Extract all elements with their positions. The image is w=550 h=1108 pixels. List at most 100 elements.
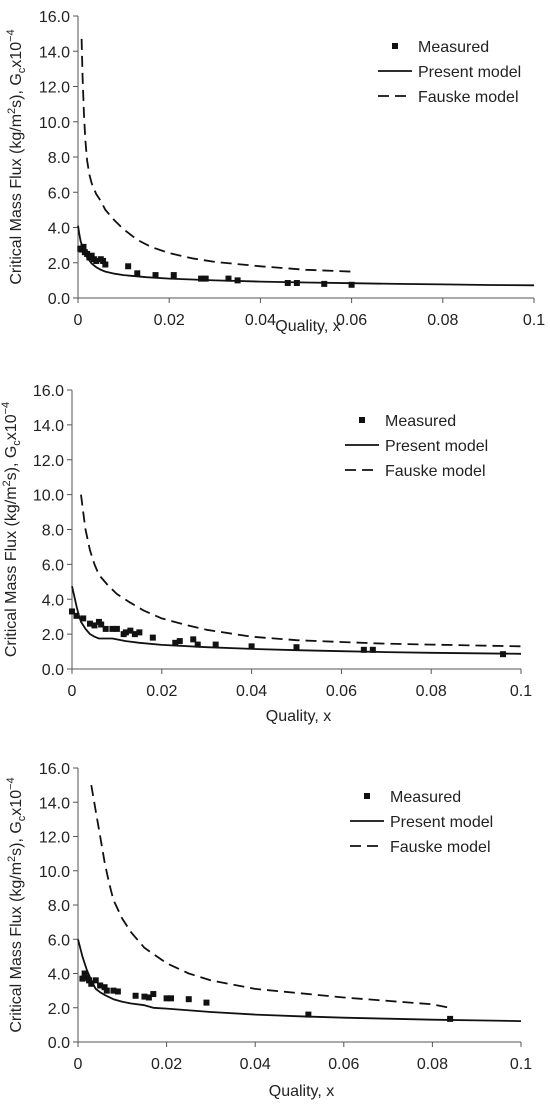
measured-point (149, 634, 156, 641)
y-tick-label: 0.0 (48, 291, 70, 308)
x-tick-label: 0.06 (326, 683, 357, 700)
measured-point (145, 994, 152, 1001)
measured-point (150, 991, 157, 998)
y-tick-label: 0.0 (48, 1035, 70, 1052)
measured-point (132, 992, 139, 999)
y-tick-label: 4.0 (48, 221, 70, 238)
legend: Measured Present model Fauske model (345, 413, 488, 480)
x-tick-label: 0.04 (236, 683, 267, 700)
measured-point (321, 280, 328, 287)
measured-point (92, 977, 99, 984)
x-tick-label: 0.1 (523, 312, 545, 329)
measured-point (91, 622, 98, 629)
measured-point (225, 275, 232, 282)
y-tick-label: 4.0 (42, 592, 64, 609)
measured-point (170, 272, 177, 279)
y-tick-label: 16.0 (33, 383, 64, 400)
fauske-model-line (80, 494, 522, 648)
measured-point (101, 984, 108, 991)
y-tick-label: 2.0 (48, 256, 70, 273)
y-tick-label: 4.0 (48, 967, 70, 984)
x-tick-label: 0.02 (151, 1056, 182, 1073)
legend-label: Fauske model (385, 463, 486, 480)
measured-point (98, 621, 105, 628)
measured-point (176, 638, 183, 645)
measured-point (88, 252, 95, 259)
legend-marker-measured (392, 43, 398, 49)
y-tick-label: 14.0 (33, 418, 64, 435)
y-axis-title: Critical Mass Flux (kg/m2s), Gcx10−4 (5, 29, 28, 284)
y-tick-label: 8.0 (48, 150, 70, 167)
x-tick-label: 0.06 (336, 312, 367, 329)
measured-point (212, 641, 219, 648)
y-tick-label: 12.0 (33, 453, 64, 470)
legend-marker-measured (359, 417, 365, 423)
x-tick-label: 0.1 (510, 683, 532, 700)
measured-point (109, 625, 116, 632)
measured-point (127, 627, 134, 634)
legend-label: Present model (418, 64, 521, 81)
measured-point (168, 995, 175, 1002)
measured-point (136, 629, 143, 636)
chart-1: 0.0 2.0 4.0 6.0 8.0 10.0 12.0 14.0 16.0 0 0.02 0.04… (5, 9, 545, 335)
y-tick-label: 10.0 (39, 115, 70, 132)
fauske-model-line (90, 784, 451, 1009)
present-model-line (77, 939, 522, 1022)
y-axis-title: Critical Mass Flux (kg/m2s), Gcx10−4 (0, 402, 23, 657)
x-tick-label: 0.04 (240, 1056, 271, 1073)
legend-label: Measured (390, 789, 461, 806)
measured-point (185, 996, 192, 1003)
present-model-line (77, 225, 535, 287)
y-tick-label: 8.0 (48, 898, 70, 915)
chart-2: 0.0 2.0 4.0 6.0 8.0 10.0 12.0 14.0 16.0 0 0.02 0.04… (0, 383, 532, 725)
y-tick-label: 16.0 (39, 761, 70, 778)
measured-point (141, 993, 148, 1000)
measured-point (69, 608, 75, 615)
measured-point (125, 263, 132, 270)
y-tick-label: 6.0 (48, 185, 70, 202)
legend-label: Fauske model (390, 839, 491, 856)
legend-label: Present model (385, 438, 488, 455)
measured-point (369, 646, 376, 653)
measured-point (305, 1011, 312, 1018)
legend-marker-measured (364, 793, 370, 799)
measured-point (194, 641, 201, 648)
measured-point (81, 970, 88, 977)
x-tick-label: 0.02 (154, 312, 185, 329)
y-tick-label: 12.0 (39, 80, 70, 97)
legend-label: Fauske model (418, 89, 519, 106)
measured-point (198, 275, 205, 282)
measured-point (80, 615, 87, 622)
measured-point (100, 257, 107, 264)
x-tick-label: 0 (68, 683, 77, 700)
x-tick-label: 0.02 (146, 683, 177, 700)
measured-point (86, 977, 93, 984)
measured-point (131, 631, 138, 638)
chart-3: 0.0 2.0 4.0 6.0 8.0 10.0 12.0 14.0 16.0 0 0.02 0.04… (5, 761, 532, 1100)
legend: Measured Present model Fauske model (350, 789, 493, 856)
y-tick-label: 8.0 (42, 523, 64, 540)
measured-point (248, 643, 255, 650)
measured-point (97, 982, 104, 989)
measured-point (113, 625, 120, 632)
x-axis-title: Quality, x (266, 708, 332, 725)
measured-point (102, 625, 109, 632)
measured-point (163, 995, 170, 1002)
legend-label: Measured (385, 413, 456, 430)
y-tick-label: 16.0 (39, 9, 70, 26)
x-tick-label: 0 (74, 312, 83, 329)
y-tick-label: 2.0 (48, 1001, 70, 1018)
fauske-model-line (80, 38, 352, 273)
measured-point (110, 987, 117, 994)
x-tick-label: 0 (74, 1056, 83, 1073)
measured-point (122, 629, 129, 636)
measured-point (88, 980, 95, 987)
measured-point (360, 646, 367, 653)
measured-point (203, 999, 210, 1006)
x-tick-label: 0.04 (245, 312, 276, 329)
legend: Measured Present model Fauske model (378, 39, 521, 106)
y-tick-label: 10.0 (39, 864, 70, 881)
present-model-line (71, 585, 522, 655)
y-tick-label: 12.0 (39, 830, 70, 847)
measured-point (190, 636, 197, 643)
